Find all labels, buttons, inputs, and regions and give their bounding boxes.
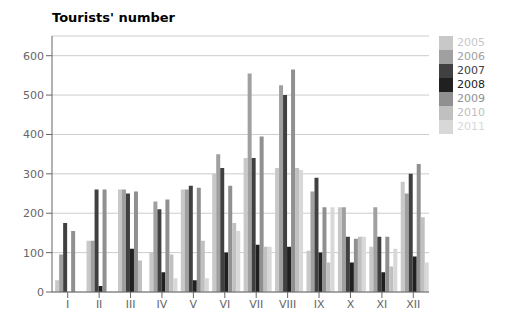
html-text:2006: 2006 (457, 50, 485, 63)
svg-text:VII: VII (249, 298, 263, 311)
html-text:Tourists' number: Tourists' number (52, 10, 175, 25)
html-text:2009: 2009 (457, 92, 485, 105)
html-text:2007: 2007 (457, 64, 485, 77)
svg-text:300: 300 (23, 168, 44, 181)
svg-text:VI: VI (219, 298, 230, 311)
svg-text:200: 200 (23, 207, 44, 220)
svg-text:XII: XII (406, 298, 420, 311)
svg-text:IV: IV (157, 298, 168, 311)
svg-text:VIII: VIII (279, 298, 296, 311)
svg-text:III: III (126, 298, 136, 311)
svg-text:500: 500 (23, 89, 44, 102)
svg-text:400: 400 (23, 128, 44, 141)
svg-text:0: 0 (37, 286, 44, 299)
svg-text:I: I (66, 298, 69, 311)
svg-text:II: II (96, 298, 103, 311)
svg-text:IX: IX (314, 298, 325, 311)
html-text:2010: 2010 (457, 106, 485, 119)
html-text:2011: 2011 (457, 120, 485, 133)
svg-text:XI: XI (376, 298, 387, 311)
html-text:2008: 2008 (457, 78, 485, 91)
svg-text:V: V (190, 298, 198, 311)
svg-text:600: 600 (23, 50, 44, 63)
svg-text:100: 100 (23, 247, 44, 260)
svg-text:X: X (347, 298, 355, 311)
html-text:2005: 2005 (457, 36, 485, 49)
